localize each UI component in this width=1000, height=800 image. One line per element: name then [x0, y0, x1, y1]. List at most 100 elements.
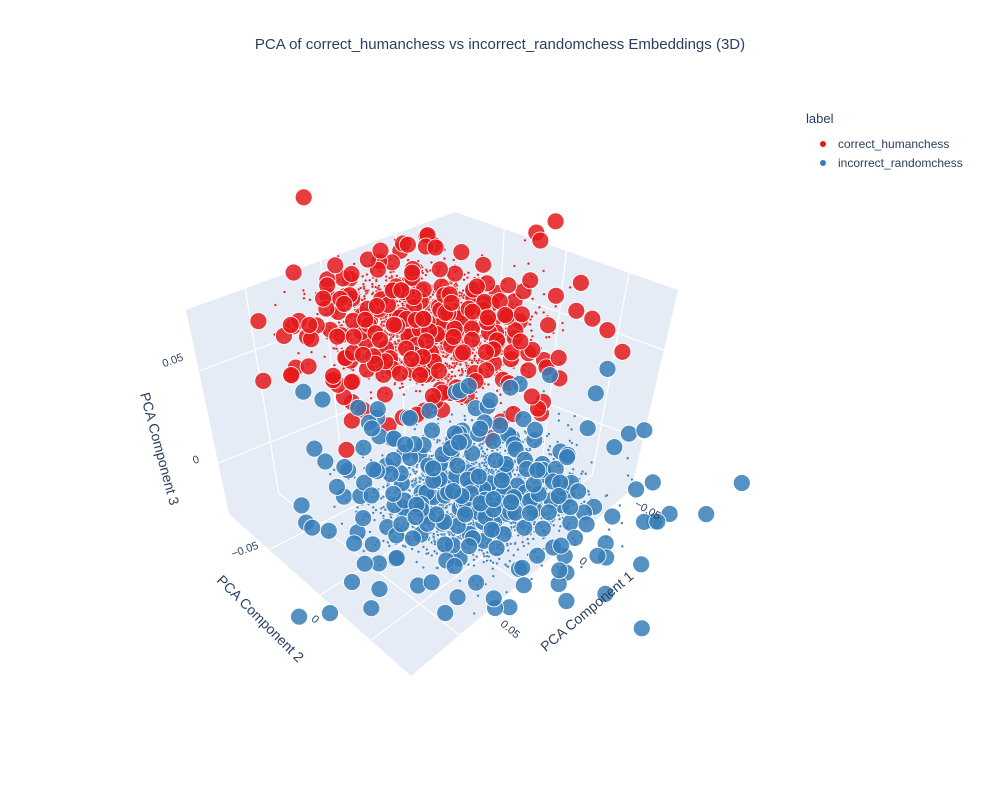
point-small [505, 542, 509, 546]
point-small [400, 382, 404, 386]
point-small [571, 467, 575, 471]
point-large [430, 260, 449, 279]
point-large [299, 357, 318, 376]
point-small [444, 355, 448, 359]
point-small [450, 370, 454, 374]
point-small [462, 278, 466, 282]
point-small [365, 289, 369, 293]
point-small [362, 294, 366, 298]
point-small [333, 505, 336, 509]
point-small [463, 418, 467, 422]
point-small [561, 321, 564, 325]
point-small [447, 533, 451, 537]
point-small [273, 303, 277, 307]
point-small [450, 365, 454, 369]
point-small [491, 574, 495, 578]
point-small [546, 448, 550, 452]
point-small [332, 346, 336, 350]
point-small [457, 368, 461, 372]
point-large [572, 273, 590, 292]
point-small [374, 279, 378, 283]
point-small [513, 542, 517, 546]
point-small [483, 452, 487, 456]
point-small [480, 461, 484, 465]
point-small [482, 552, 486, 556]
point-small [387, 544, 391, 548]
point-small [342, 367, 346, 371]
point-small [497, 557, 501, 561]
point-small [557, 419, 561, 422]
point-small [413, 427, 417, 431]
point-small [566, 423, 570, 427]
point-small [529, 318, 532, 321]
point-small [523, 430, 527, 433]
point-small [487, 468, 491, 472]
point-large [324, 366, 343, 385]
point-large [426, 238, 445, 257]
point-small [401, 544, 405, 548]
point-small [482, 560, 486, 564]
point-small [557, 412, 561, 416]
point-small [522, 544, 526, 548]
point-small [412, 469, 416, 473]
point-small [393, 382, 397, 386]
point-large [402, 350, 421, 369]
point-small [458, 362, 462, 366]
point-large [479, 308, 497, 327]
point-small [476, 273, 480, 277]
point-small [458, 291, 461, 295]
point-small [489, 559, 493, 563]
point-small [447, 530, 450, 534]
point-large [442, 293, 461, 312]
point-small [554, 304, 558, 308]
point-large [371, 241, 390, 260]
point-small [545, 434, 549, 438]
point-small [620, 521, 624, 525]
point-small [498, 393, 502, 397]
point-small [475, 555, 479, 559]
point-small [394, 342, 398, 346]
point-small [472, 611, 476, 615]
point-large [326, 256, 345, 275]
point-small [414, 389, 418, 393]
point-large [513, 305, 531, 324]
point-small [425, 547, 429, 551]
point-small [461, 296, 465, 300]
point-large [539, 316, 557, 335]
point-small [421, 271, 425, 275]
point-small [430, 541, 434, 544]
point-small [384, 275, 388, 278]
point-small [491, 567, 495, 571]
point-small [418, 389, 422, 393]
point-small [584, 472, 588, 476]
point-small [368, 530, 372, 534]
point-small [521, 540, 525, 544]
point-small [297, 351, 300, 355]
point-small [370, 292, 374, 296]
point-small [590, 460, 594, 464]
point-large [496, 306, 515, 324]
point-small [467, 563, 470, 567]
point-small [506, 549, 510, 552]
point-large [444, 327, 463, 346]
point-small [389, 515, 393, 519]
point-small [485, 550, 489, 554]
point-large [454, 343, 473, 362]
point-small [460, 369, 464, 373]
point-small [410, 479, 414, 483]
point-small [426, 551, 430, 555]
point-small [513, 473, 517, 476]
point-large [531, 231, 550, 250]
point-small [526, 541, 530, 545]
point-small [444, 506, 448, 510]
point-small [466, 271, 470, 275]
point-large [499, 276, 518, 295]
point-small [472, 357, 476, 361]
point-small [449, 377, 453, 381]
point-large [452, 243, 471, 262]
point-small [370, 282, 374, 286]
point-large [367, 297, 386, 315]
point-small [512, 553, 516, 557]
point-small [415, 560, 419, 564]
